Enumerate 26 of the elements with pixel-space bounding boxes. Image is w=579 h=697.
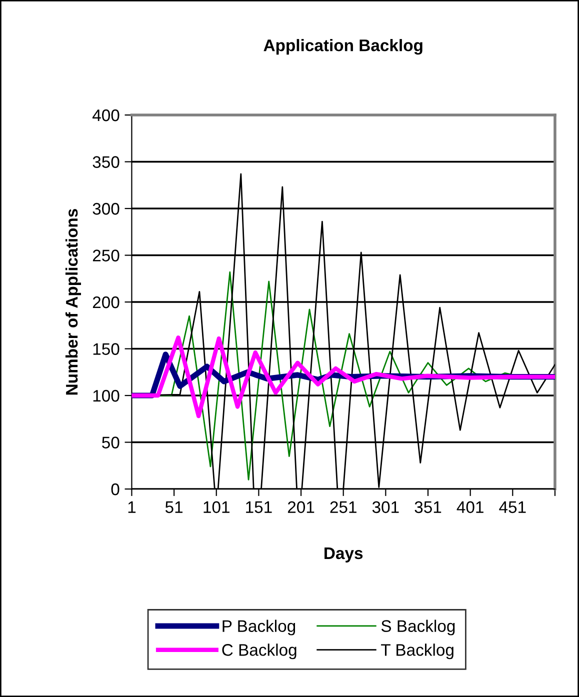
y-tick-label: 350 bbox=[92, 156, 120, 168]
y-tick-label: 200 bbox=[92, 296, 120, 308]
y-tick-label: 0 bbox=[111, 483, 120, 496]
x-tick-label: 451 bbox=[499, 501, 526, 514]
y-axis-title: Number of Applications bbox=[65, 209, 81, 395]
x-tick-label: 401 bbox=[456, 501, 484, 514]
x-tick-label: 1 bbox=[128, 501, 136, 513]
legend-label: T Backlog bbox=[381, 644, 454, 660]
y-tick-label: 400 bbox=[92, 109, 120, 122]
x-tick-label: 351 bbox=[414, 501, 442, 514]
y-tick-label: 250 bbox=[92, 250, 120, 262]
x-tick-label: 251 bbox=[330, 501, 356, 514]
chart-title: Application Backlog bbox=[264, 39, 422, 55]
legend-label: C Backlog bbox=[222, 644, 296, 660]
legend-label: S Backlog bbox=[381, 620, 455, 636]
legend-label: P Backlog bbox=[222, 620, 296, 636]
y-tick-label: 300 bbox=[92, 202, 120, 215]
y-tick-label: 50 bbox=[102, 436, 120, 448]
x-tick-label: 301 bbox=[372, 501, 399, 514]
x-axis-title: Days bbox=[324, 548, 363, 562]
x-tick-label: 201 bbox=[288, 501, 314, 514]
x-tick-label: 151 bbox=[246, 501, 272, 514]
x-tick-label: 51 bbox=[165, 501, 183, 514]
y-tick-label: 100 bbox=[93, 390, 120, 402]
y-tick-label: 150 bbox=[93, 343, 120, 355]
x-tick-label: 101 bbox=[204, 501, 230, 514]
